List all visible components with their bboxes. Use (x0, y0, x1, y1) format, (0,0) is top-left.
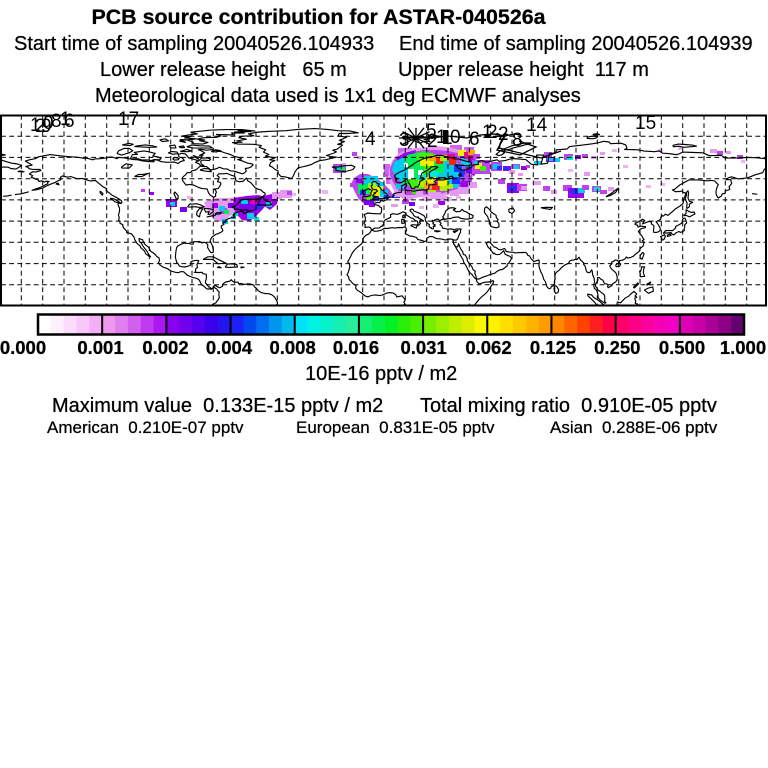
svg-text:7: 7 (495, 133, 506, 154)
svg-text:1: 1 (482, 122, 493, 143)
svg-text:14: 14 (526, 115, 548, 136)
svg-text:6: 6 (469, 129, 480, 150)
svg-text:1: 1 (30, 115, 41, 136)
svg-text:17: 17 (118, 109, 139, 130)
svg-text:4: 4 (365, 129, 376, 150)
svg-text:8: 8 (51, 111, 62, 132)
svg-text:6: 6 (64, 111, 75, 132)
svg-text:9: 9 (41, 116, 52, 137)
svg-text:3: 3 (399, 130, 410, 151)
svg-text:5: 5 (426, 121, 437, 142)
svg-text:1: 1 (60, 109, 71, 130)
svg-text:0: 0 (450, 127, 461, 148)
svg-text:2: 2 (487, 122, 498, 143)
svg-text:0: 0 (43, 113, 54, 134)
svg-text:2: 2 (498, 124, 509, 145)
svg-text:2: 2 (427, 131, 438, 152)
svg-text:2: 2 (35, 116, 46, 137)
svg-text:15: 15 (635, 113, 656, 134)
svg-text:8: 8 (512, 130, 523, 151)
svg-text:1: 1 (436, 127, 447, 148)
